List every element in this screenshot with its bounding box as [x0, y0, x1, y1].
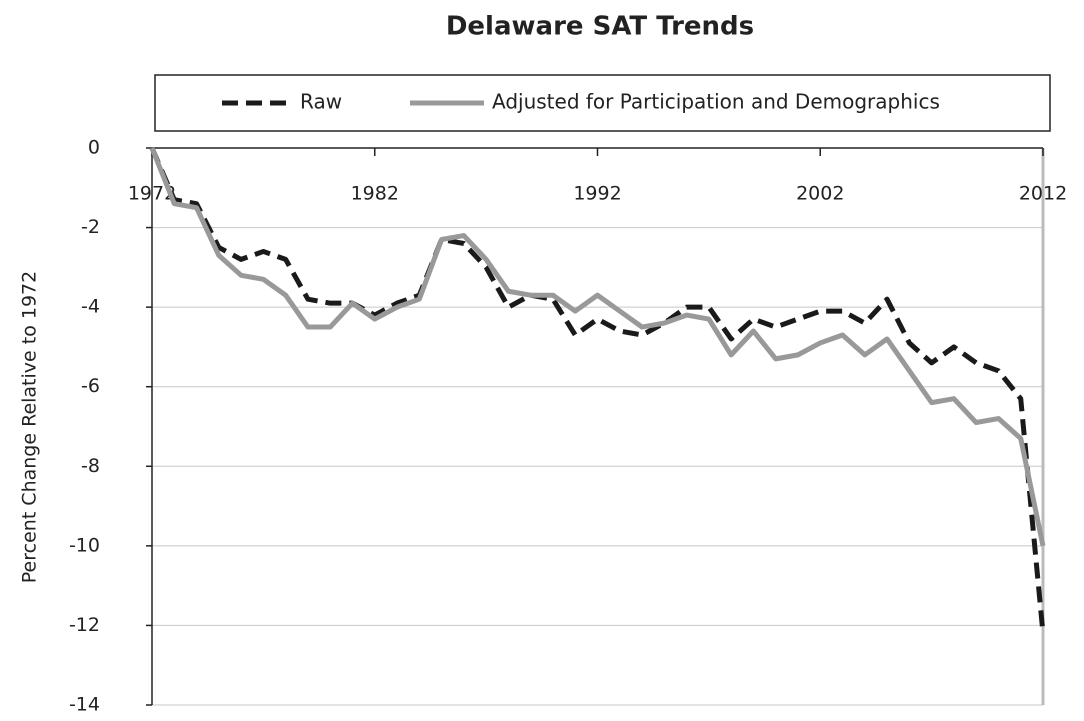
series-line	[149, 147, 1046, 547]
chart-title: Delaware SAT Trends	[446, 12, 754, 42]
y-tick-label: -8	[81, 455, 100, 477]
x-tick-label: 2002	[796, 183, 844, 205]
y-axis-label: Percent Change Relative to 1972	[19, 271, 41, 583]
y-tick-label: -2	[81, 216, 100, 238]
legend-label: Adjusted for Participation and Demograph…	[492, 90, 940, 114]
legend-label: Raw	[300, 90, 342, 114]
y-tick-label: -14	[69, 694, 100, 716]
y-tick-label: -12	[69, 614, 100, 636]
x-tick-label: 2012	[1019, 183, 1067, 205]
legend-box	[154, 74, 1051, 132]
y-tick-label: -4	[81, 296, 100, 318]
x-tick-label: 1972	[128, 183, 176, 205]
x-tick-label: 1982	[351, 183, 399, 205]
y-tick-label: 0	[88, 137, 100, 159]
y-tick-label: -10	[69, 534, 100, 556]
y-tick-label: -6	[81, 375, 100, 397]
series-line	[149, 147, 1046, 634]
x-tick-label: 1992	[573, 183, 621, 205]
